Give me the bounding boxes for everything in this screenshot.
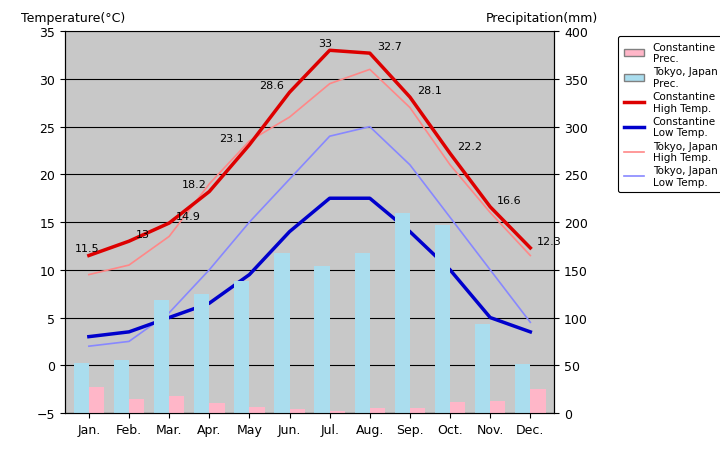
Bar [395,213,410,413]
Text: 16.6: 16.6 [497,195,522,205]
Bar [289,409,305,413]
Bar [194,294,210,413]
Bar [210,403,225,413]
Bar [410,409,426,413]
Bar [435,225,450,413]
Text: 18.2: 18.2 [181,180,207,190]
Text: 12.3: 12.3 [537,236,562,246]
Text: 28.1: 28.1 [417,86,442,95]
Bar [73,364,89,413]
Bar [274,253,289,413]
Bar [475,325,490,413]
Text: 32.7: 32.7 [377,42,402,52]
Legend: Constantine
Prec., Tokyo, Japan
Prec., Constantine
High Temp., Constantine
Low T: Constantine Prec., Tokyo, Japan Prec., C… [618,37,720,193]
Bar [154,301,169,413]
Text: 33: 33 [318,39,333,49]
Bar [370,409,385,413]
Text: 13: 13 [136,230,150,240]
Bar [354,253,370,413]
Bar [315,266,330,413]
Text: 14.9: 14.9 [176,212,201,221]
Bar [89,387,104,413]
Bar [490,401,505,413]
Text: Precipitation(mm): Precipitation(mm) [486,11,598,24]
Bar [531,389,546,413]
Text: 23.1: 23.1 [219,133,243,143]
Bar [515,364,531,413]
Bar [249,408,265,413]
Bar [169,396,184,413]
Bar [129,399,144,413]
Bar [234,282,249,413]
Text: Temperature(°C): Temperature(°C) [21,11,125,24]
Bar [330,411,345,413]
Text: 22.2: 22.2 [457,142,482,152]
Bar [450,402,465,413]
Text: 11.5: 11.5 [75,244,99,254]
Bar [114,360,129,413]
Text: 28.6: 28.6 [259,81,284,91]
